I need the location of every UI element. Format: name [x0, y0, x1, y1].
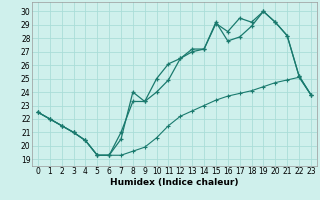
X-axis label: Humidex (Indice chaleur): Humidex (Indice chaleur) — [110, 178, 239, 187]
